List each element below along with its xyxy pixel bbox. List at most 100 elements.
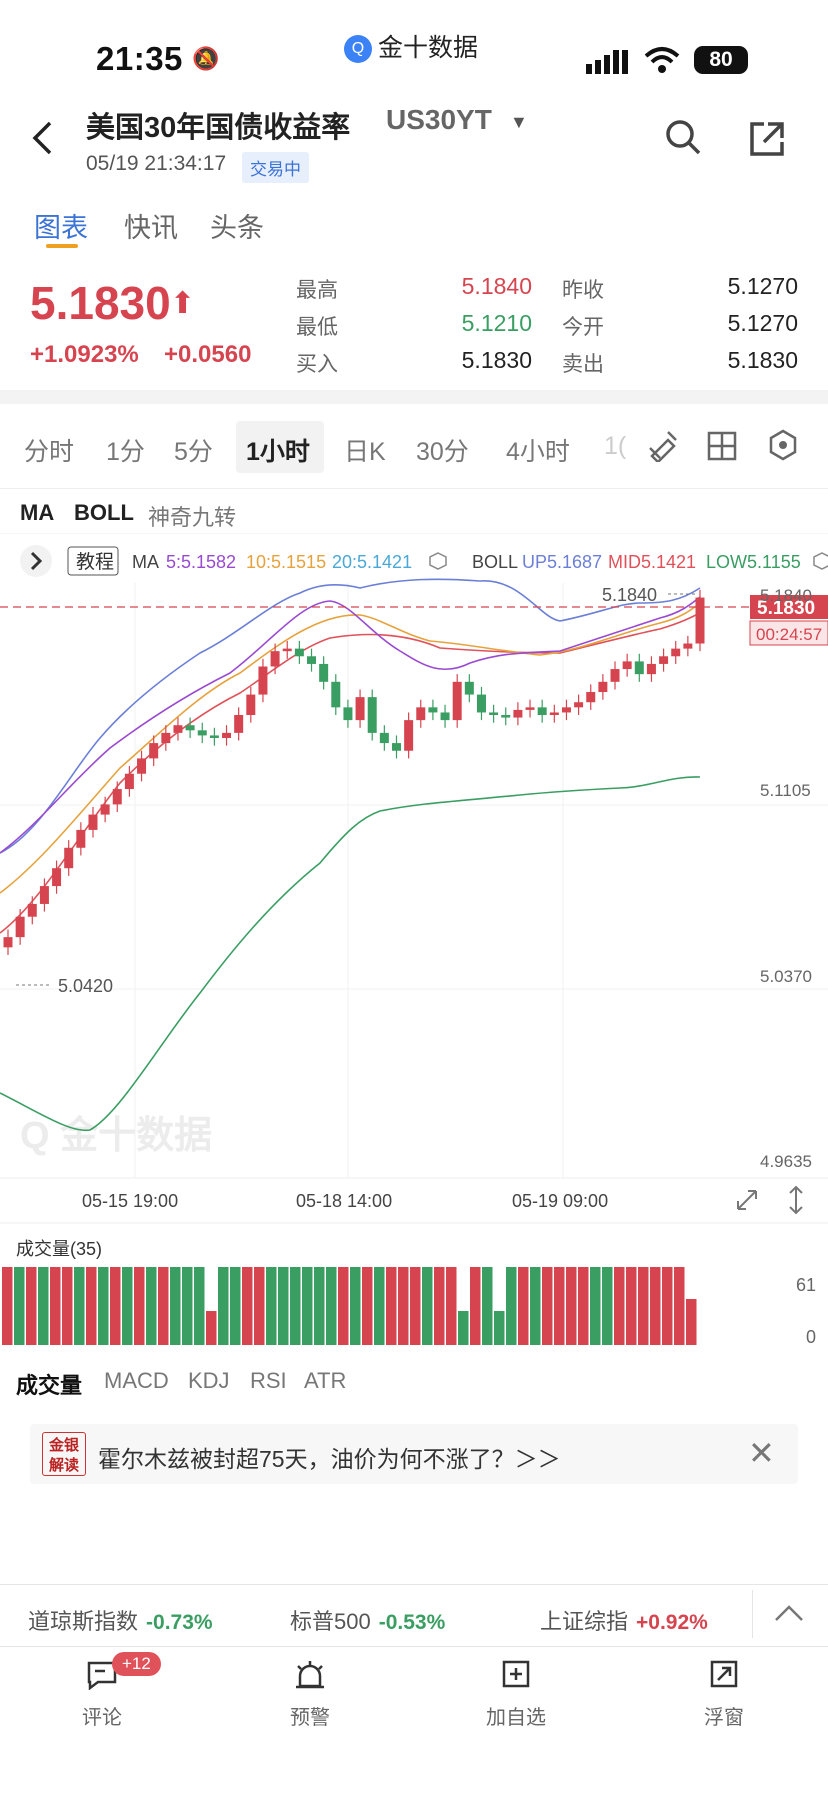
share-button[interactable] bbox=[748, 120, 786, 163]
period-4h[interactable]: 4小时 bbox=[506, 438, 570, 466]
volume-tick: 0 bbox=[806, 1327, 816, 1347]
stat-value-low: 5.1210 bbox=[461, 310, 532, 336]
comment-count-badge: +12 bbox=[112, 1652, 161, 1676]
volume-bar bbox=[110, 1267, 121, 1345]
candle-body bbox=[3, 937, 13, 948]
candlestick-series bbox=[3, 589, 705, 956]
hexagon-settings-icon bbox=[769, 429, 797, 461]
indicator-tab-boll[interactable]: BOLL bbox=[74, 500, 134, 525]
candle-body bbox=[100, 804, 110, 815]
candle-body bbox=[646, 663, 656, 675]
price-chart[interactable]: Q 金十数据 教程 MA 5:5.1582 10:5.1515 20:5.142… bbox=[0, 533, 828, 1353]
volume-bar bbox=[458, 1311, 469, 1345]
lower-tab-volume[interactable]: 成交量 bbox=[16, 1373, 83, 1398]
period-5m[interactable]: 5分 bbox=[174, 438, 213, 466]
volume-bar bbox=[254, 1267, 265, 1345]
low-marker: 5.0420 bbox=[58, 976, 113, 996]
x-tick: 05-18 14:00 bbox=[296, 1191, 392, 1211]
legend-expand-button[interactable] bbox=[20, 545, 52, 577]
boll-settings-icon[interactable] bbox=[813, 552, 828, 570]
candle-body bbox=[355, 697, 365, 721]
lower-tab-atr[interactable]: ATR bbox=[304, 1368, 347, 1393]
volume-bar bbox=[566, 1267, 577, 1345]
volume-bar bbox=[398, 1267, 409, 1345]
section-divider bbox=[0, 390, 828, 404]
candle-body bbox=[622, 661, 632, 670]
lower-tab-rsi[interactable]: RSI bbox=[250, 1368, 287, 1393]
candle-body bbox=[671, 648, 681, 657]
legend-boll-label: BOLL bbox=[472, 552, 518, 572]
legend-boll-up: UP5.1687 bbox=[522, 552, 602, 572]
lower-tab-kdj[interactable]: KDJ bbox=[188, 1368, 230, 1393]
tab-chart[interactable]: 图表 bbox=[34, 213, 88, 243]
candle-body bbox=[367, 697, 377, 733]
indicator-tab-nine-turn[interactable]: 神奇九转 bbox=[148, 505, 237, 530]
candle-body bbox=[173, 725, 183, 733]
volume-bar bbox=[506, 1267, 517, 1345]
candle-body bbox=[452, 681, 462, 721]
lower-tab-macd[interactable]: MACD bbox=[104, 1368, 169, 1393]
volume-bar bbox=[626, 1267, 637, 1345]
chart-settings-button[interactable] bbox=[766, 428, 800, 467]
period-1h[interactable]: 1小时 bbox=[246, 438, 310, 466]
volume-bar bbox=[362, 1267, 373, 1345]
news-headline[interactable]: 霍尔木兹被封超75天，油价为何不涨了？＞＞ bbox=[98, 1446, 561, 1472]
nav-float-window[interactable]: 浮窗 bbox=[664, 1660, 784, 1730]
volume-bar bbox=[674, 1267, 685, 1345]
tab-headlines[interactable]: 头条 bbox=[210, 213, 264, 243]
x-tick: 05-15 19:00 bbox=[82, 1191, 178, 1211]
quote-datetime: 05/19 21:34:17 bbox=[86, 152, 227, 175]
candle-body bbox=[549, 712, 559, 716]
candle-body bbox=[416, 707, 426, 721]
close-icon[interactable]: ✕ bbox=[748, 1435, 775, 1471]
news-banner[interactable] bbox=[30, 1424, 798, 1484]
candle-body bbox=[561, 707, 571, 713]
caret-down-icon[interactable]: ▼ bbox=[510, 112, 528, 132]
legend-ma-label: MA bbox=[132, 552, 159, 572]
ma5-line bbox=[0, 596, 701, 854]
fullscreen-icon[interactable] bbox=[737, 1190, 757, 1210]
candle-body bbox=[258, 666, 268, 695]
search-button[interactable] bbox=[664, 118, 702, 161]
chevron-up-icon[interactable] bbox=[774, 1598, 804, 1629]
volume-bar bbox=[230, 1267, 241, 1345]
market-sse[interactable]: 上证综指 +0.92% bbox=[540, 1604, 708, 1636]
boll-mid-line bbox=[0, 612, 701, 934]
market-value: -0.53% bbox=[378, 1611, 446, 1634]
volume-tick: 61 bbox=[796, 1275, 816, 1295]
nav-alarm[interactable]: 预警 bbox=[250, 1660, 370, 1730]
legend-ma10: 10:5.1515 bbox=[246, 552, 326, 572]
indicator-tab-ma[interactable]: MA bbox=[20, 500, 55, 525]
tutorial-button[interactable] bbox=[67, 546, 119, 576]
nav-comment[interactable]: 评论 bbox=[42, 1660, 162, 1730]
back-button[interactable] bbox=[30, 120, 54, 166]
period-30m[interactable]: 30分 bbox=[416, 438, 469, 466]
candle-body bbox=[610, 669, 620, 682]
stat-label-bid: 买入 bbox=[296, 353, 338, 376]
candle-body bbox=[501, 715, 511, 718]
stat-label-open: 今开 bbox=[562, 316, 604, 339]
volume-bar bbox=[614, 1267, 625, 1345]
market-sp500[interactable]: 标普500 -0.53% bbox=[290, 1604, 445, 1636]
layout-grid-button[interactable] bbox=[706, 430, 738, 467]
tab-flash-news[interactable]: 快讯 bbox=[124, 213, 178, 243]
period-more[interactable]: 1( bbox=[604, 432, 627, 460]
candle-body bbox=[343, 707, 353, 721]
candle-body bbox=[391, 743, 401, 751]
draw-tool-button[interactable] bbox=[646, 428, 680, 467]
nav-add-watchlist[interactable]: 加自选 bbox=[456, 1660, 576, 1730]
candle-body bbox=[537, 707, 547, 716]
divider bbox=[752, 1590, 753, 1638]
candle-body bbox=[246, 694, 256, 716]
period-timeshare[interactable]: 分时 bbox=[24, 438, 75, 466]
nav-label: 加自选 bbox=[486, 1707, 546, 1729]
volume-bar bbox=[338, 1267, 349, 1345]
market-dow[interactable]: 道琼斯指数 -0.73% bbox=[28, 1604, 213, 1636]
ma-settings-icon[interactable] bbox=[429, 552, 447, 570]
symbol-selector[interactable]: US30YT bbox=[386, 104, 492, 135]
period-1m[interactable]: 1分 bbox=[106, 438, 145, 466]
volume-bar bbox=[686, 1299, 697, 1345]
volume-bar bbox=[578, 1267, 589, 1345]
period-daily[interactable]: 日K bbox=[344, 438, 386, 466]
vertical-scale-icon[interactable] bbox=[789, 1185, 803, 1215]
